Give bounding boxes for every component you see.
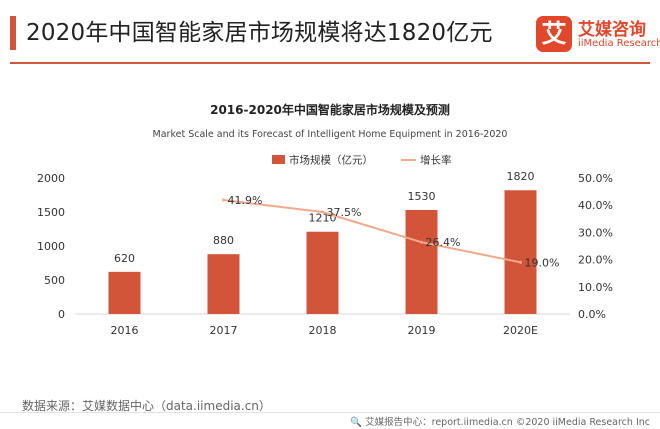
y-right-tick-label: 10.0% <box>578 281 613 294</box>
legend-bar-label: 市场规模（亿元） <box>289 154 373 167</box>
bar-value-label: 1530 <box>408 190 436 203</box>
logo-name-en: iiMedia Research <box>578 38 660 49</box>
bar-value-label: 1820 <box>507 170 535 183</box>
growth-point-2018 <box>321 210 324 214</box>
logo-mark-icon: 艾 <box>536 16 572 52</box>
legend-line-label: 增长率 <box>420 154 452 167</box>
y-right-tick-label: 0.0% <box>578 308 606 321</box>
y-right-tick-label: 50.0% <box>578 172 613 185</box>
growth-point-2019 <box>420 240 423 244</box>
x-tick-label: 2020E <box>503 324 538 337</box>
title-divider <box>10 62 650 64</box>
page-title: 2020年中国智能家居市场规模将达1820亿元 <box>26 20 493 46</box>
y-left-tick-label: 500 <box>44 274 65 287</box>
growth-point-2020E <box>519 260 522 264</box>
bar-2016 <box>108 271 141 314</box>
bar-2019 <box>405 209 438 314</box>
bar-2017 <box>207 254 240 314</box>
copyright-text: 🔍 艾媒报告中心：report.iimedia.cn ©2020 iiMedia… <box>350 417 650 428</box>
bar-2020E <box>504 190 537 314</box>
y-right-tick-label: 20.0% <box>578 254 613 267</box>
bar-value-label: 880 <box>213 234 234 247</box>
chart-title: 2016-2020年中国智能家居市场规模及预测 <box>210 102 450 117</box>
legend-bar-swatch <box>272 155 285 164</box>
bar-value-label: 620 <box>114 252 135 265</box>
y-left-tick-label: 1000 <box>37 240 65 253</box>
growth-value-label: 41.9% <box>228 194 263 207</box>
y-left-tick-label: 1500 <box>37 206 65 219</box>
y-right-tick-label: 30.0% <box>578 226 613 239</box>
bar-2018 <box>306 231 339 314</box>
growth-value-label: 26.4% <box>426 236 461 249</box>
logo-name-cn: 艾媒咨询 <box>578 20 646 40</box>
growth-point-2017 <box>222 198 225 202</box>
data-source: 数据来源：艾媒数据中心（data.iimedia.cn） <box>22 399 271 413</box>
x-tick-label: 2017 <box>210 324 238 337</box>
growth-value-label: 19.0% <box>525 256 560 269</box>
brand-logo: 艾 艾媒咨询 iiMedia Research <box>536 12 660 56</box>
y-left-tick-label: 2000 <box>37 172 65 185</box>
x-tick-label: 2019 <box>408 324 436 337</box>
y-left-tick-label: 0 <box>58 308 65 321</box>
chart-subtitle: Market Scale and its Forecast of Intelli… <box>153 129 508 140</box>
growth-rate-line <box>223 199 521 264</box>
footer-divider <box>0 412 660 413</box>
growth-value-label: 37.5% <box>327 206 362 219</box>
title-accent-bar <box>10 16 16 50</box>
x-tick-label: 2018 <box>309 324 337 337</box>
y-right-tick-label: 40.0% <box>578 199 613 212</box>
x-tick-label: 2016 <box>111 324 139 337</box>
